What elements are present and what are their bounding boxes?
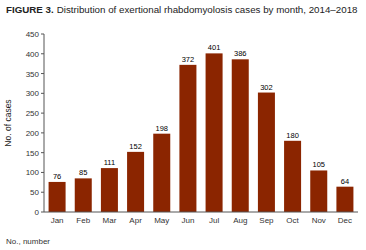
- x-tick-label: Jul: [209, 216, 219, 225]
- title-bold: FIGURE 3.: [6, 4, 54, 15]
- x-tick-label: Mar: [103, 216, 117, 225]
- data-label: 85: [79, 168, 87, 177]
- data-label: 64: [341, 177, 349, 186]
- bar: [310, 170, 327, 212]
- x-axis: Jan Feb Mar Apr May Jun Jul Aug Sep Oct Nov Dec: [51, 216, 352, 225]
- bar: [101, 168, 118, 212]
- y-tick-label: 50: [30, 188, 39, 197]
- bar: [284, 141, 301, 212]
- y-tick-label: 200: [26, 129, 40, 138]
- data-label: 198: [155, 124, 168, 133]
- data-label: 111: [104, 158, 115, 167]
- data-label: 372: [182, 55, 195, 64]
- x-tick-label: May: [154, 216, 169, 225]
- data-label: 386: [234, 49, 247, 58]
- bar: [232, 59, 249, 212]
- chart-container: FIGURE 3.Distribution of exertional rhab…: [0, 0, 366, 250]
- bar: [336, 187, 353, 212]
- x-tick-label: Jun: [181, 216, 194, 225]
- x-tick-label: Oct: [286, 216, 299, 225]
- y-tick-label: 0: [35, 208, 40, 217]
- footnote: No., number: [6, 237, 50, 246]
- x-tick-label: Dec: [338, 216, 352, 225]
- bar: [179, 65, 196, 212]
- chart-svg: FIGURE 3.Distribution of exertional rhab…: [0, 0, 366, 250]
- bar: [153, 134, 170, 212]
- bar: [49, 182, 66, 212]
- data-labels: 76 85 111 152 198 372 401 386 302 180 105 64: [53, 43, 349, 185]
- data-label: 76: [53, 172, 61, 181]
- y-tick-label: 250: [26, 109, 40, 118]
- x-tick-label: Apr: [129, 216, 142, 225]
- y-tick-label: 400: [26, 50, 40, 59]
- data-label: 401: [208, 43, 221, 52]
- x-tick-label: Aug: [233, 216, 247, 225]
- x-tick-label: Jan: [51, 216, 64, 225]
- title: FIGURE 3.Distribution of exertional rhab…: [6, 4, 358, 15]
- x-tick-label: Feb: [76, 216, 90, 225]
- bars: [49, 53, 354, 212]
- y-axis: 0 50 100 150 200 250 300 350 400 450: [26, 30, 44, 217]
- y-tick-label: 100: [26, 168, 40, 177]
- y-tick-label: 450: [26, 30, 40, 39]
- y-tick-label: 300: [26, 89, 40, 98]
- x-tick-label: Sep: [259, 216, 274, 225]
- data-label: 105: [312, 160, 325, 169]
- data-label: 302: [260, 83, 273, 92]
- x-tick-label: Nov: [312, 216, 326, 225]
- x-axis-line: [44, 212, 358, 213]
- bar: [75, 178, 92, 212]
- y-axis-line: [44, 34, 45, 212]
- y-tick-label: 150: [26, 149, 40, 158]
- data-label: 180: [286, 131, 299, 140]
- data-label: 152: [129, 142, 142, 151]
- bar: [127, 152, 144, 212]
- bar: [206, 53, 223, 212]
- y-tick-label: 350: [26, 70, 40, 79]
- title-normal: Distribution of exertional rhabdomyolosi…: [57, 4, 358, 15]
- bar: [258, 93, 275, 212]
- y-axis-label: No. of cases: [3, 99, 13, 146]
